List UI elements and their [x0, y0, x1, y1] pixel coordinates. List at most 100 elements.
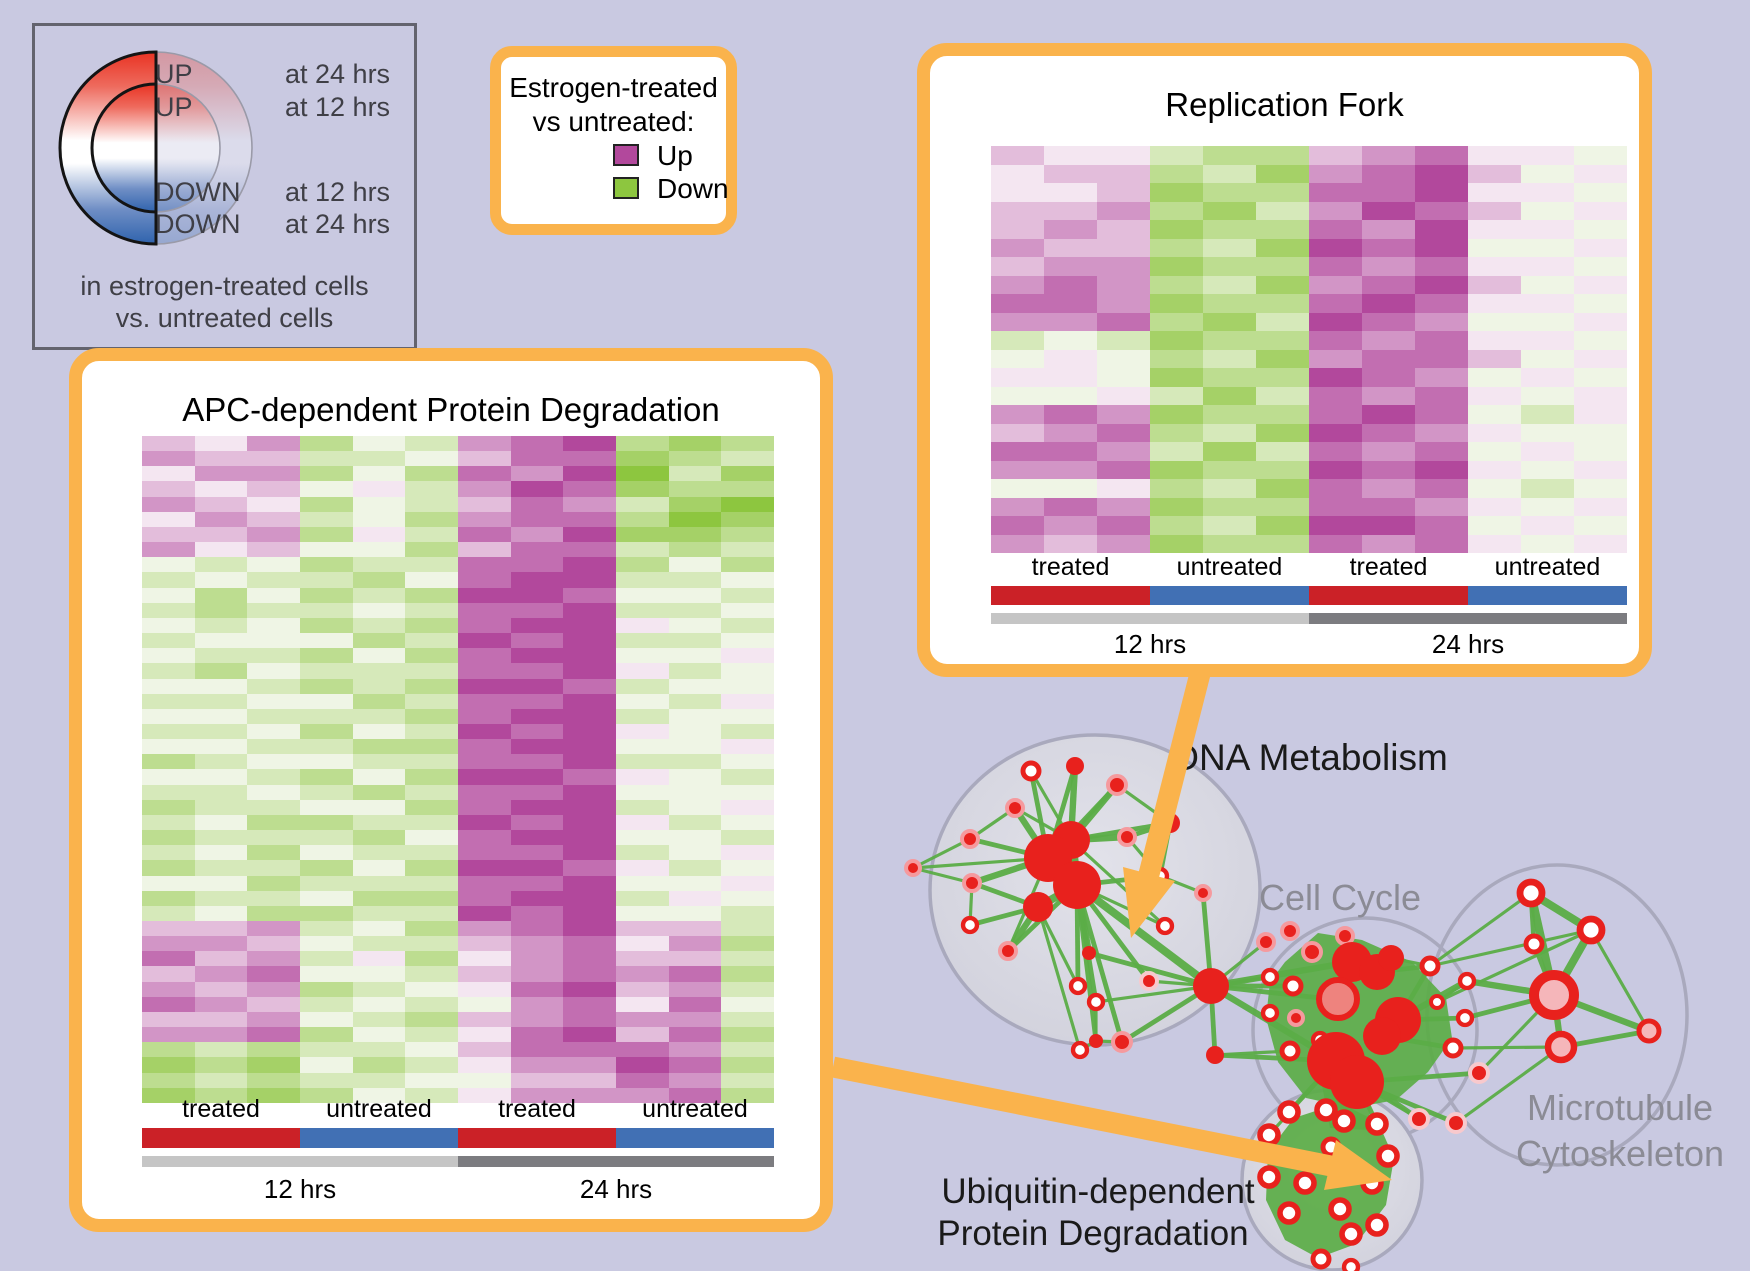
- heatmap-cell: [668, 481, 722, 497]
- heatmap-cell: [721, 921, 774, 937]
- heatmap-cell: [1203, 312, 1256, 331]
- heatmap-cell: [510, 526, 564, 543]
- heatmap-cell: [352, 754, 406, 770]
- rf-time-bars: [991, 613, 1627, 624]
- network-node-ring: [1277, 1201, 1301, 1225]
- heatmap-cell: [299, 633, 353, 649]
- heatmap-cell: [1574, 534, 1627, 553]
- heatmap-cell: [1150, 220, 1203, 239]
- network-node-rim: [1335, 926, 1355, 946]
- heatmap-cell: [1256, 146, 1309, 165]
- network-node-rim: [1194, 884, 1212, 902]
- network-node-ring: [1293, 1171, 1317, 1195]
- heatmap-cell: [510, 1027, 564, 1043]
- heatmap-cell: [1309, 386, 1362, 405]
- heatmap-cell: [1309, 516, 1362, 535]
- heatmap-cell: [352, 799, 406, 815]
- heatmap-cell: [1362, 516, 1415, 535]
- heatmap-cell: [1521, 368, 1574, 387]
- network-edge: [1429, 928, 1592, 968]
- heatmap-cell: [668, 663, 722, 679]
- heatmap-cell: [1203, 220, 1256, 239]
- legend-word: UP: [155, 59, 193, 89]
- heatmap-cell: [510, 496, 564, 512]
- estrogen-legend-box: Estrogen-treated vs untreated: Up Down: [490, 46, 737, 235]
- heatmap-cell: [510, 663, 564, 679]
- heatmap-cell: [1044, 164, 1097, 183]
- heatmap-cell: [563, 542, 616, 558]
- heatmap-cell: [352, 526, 406, 543]
- heatmap-cell: [668, 572, 722, 588]
- heatmap-cell: [1256, 220, 1309, 239]
- 12hrs-bar: [142, 1156, 458, 1167]
- heatmap-cell: [615, 557, 669, 573]
- heatmap-cell: [1362, 405, 1415, 424]
- heatmap-cell: [352, 557, 406, 573]
- heatmap-cell: [299, 890, 353, 906]
- heatmap-cell: [1309, 479, 1362, 498]
- heatmap-cell: [1097, 238, 1150, 257]
- heatmap-cell: [615, 723, 669, 740]
- network-node-bigpink: [1316, 977, 1360, 1021]
- heatmap-cell: [1256, 368, 1309, 387]
- heatmap-cell: [1256, 275, 1309, 294]
- heatmap-cell: [1521, 146, 1574, 165]
- heatmap-cell: [1309, 238, 1362, 257]
- heatmap-cell: [510, 1057, 564, 1073]
- heatmap-cell: [563, 936, 616, 952]
- heatmap-cell: [1415, 294, 1468, 313]
- network-edge: [1429, 891, 1532, 968]
- network-node-rim: [1117, 827, 1137, 847]
- heatmap-cell: [457, 966, 511, 982]
- network-node-ring: [1257, 1123, 1281, 1147]
- heatmap-cell: [1044, 386, 1097, 405]
- heatmap-cell: [352, 693, 406, 709]
- heatmap-cell: [299, 526, 353, 543]
- heatmap-cell: [142, 1042, 195, 1058]
- heatmap-cell: [1203, 479, 1256, 498]
- heatmap-cell: [563, 1087, 616, 1103]
- heatmap-cell: [1468, 331, 1521, 350]
- heatmap-cell: [1203, 442, 1256, 461]
- heatmap-cell: [510, 860, 564, 876]
- network-node-ring: [1070, 1040, 1090, 1060]
- heatmap-cell: [1415, 164, 1468, 183]
- heatmap-cell: [142, 526, 195, 543]
- heatmap-cell: [352, 663, 406, 679]
- heatmap-cell: [457, 830, 511, 846]
- inner-ring-12hr: [90, 82, 158, 214]
- treated-bar: [1309, 586, 1468, 605]
- heatmap-cell: [1150, 423, 1203, 442]
- heatmap-cell: [510, 845, 564, 861]
- heatmap-cell: [1415, 257, 1468, 276]
- heatmap-cell: [405, 466, 458, 482]
- cluster-label-ubiquitin-line2: Protein Degradation: [937, 1214, 1248, 1253]
- heatmap-cell: [1362, 220, 1415, 239]
- heatmap-cell: [615, 739, 669, 755]
- heatmap-cell: [405, 693, 458, 709]
- heatmap-cell: [1521, 349, 1574, 368]
- heatmap-cell: [991, 312, 1044, 331]
- heatmap-cell: [1044, 460, 1097, 479]
- heatmap-cell: [1309, 423, 1362, 442]
- heatmap-cell: [668, 693, 722, 709]
- heatmap-cell: [721, 587, 774, 603]
- heatmap-cell: [247, 799, 300, 815]
- heatmap-cell: [405, 921, 458, 937]
- heatmap-cell: [457, 648, 511, 664]
- heatmap-cell: [721, 1072, 774, 1088]
- heatmap-cell: [405, 996, 458, 1012]
- heatmap-cell: [1468, 312, 1521, 331]
- heatmap-cell: [563, 466, 616, 482]
- heatmap-cell: [1468, 275, 1521, 294]
- heatmap-cell: [1309, 146, 1362, 165]
- heatmap-cell: [247, 1072, 300, 1088]
- bottom-margin-strip: [0, 1271, 1750, 1279]
- network-node-ring: [1260, 967, 1280, 987]
- heatmap-cell: [457, 769, 511, 785]
- heatmap-cell: [1415, 442, 1468, 461]
- heatmap-cell: [1362, 146, 1415, 165]
- network-node-ring: [1365, 1112, 1389, 1136]
- time-label: 12 hrs: [263, 1174, 337, 1204]
- heatmap-cell: [194, 951, 248, 967]
